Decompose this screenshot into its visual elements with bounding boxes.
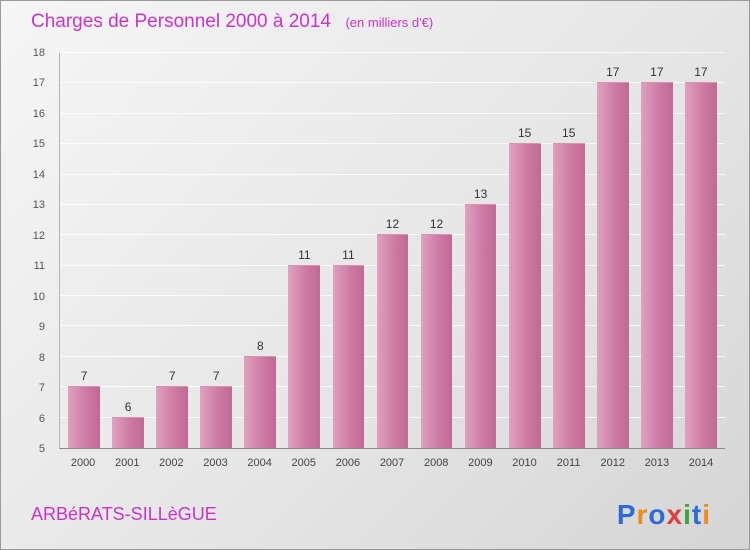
x-tick-label: 2014	[688, 457, 714, 469]
logo-letter: P	[616, 499, 637, 530]
bar-value-label: 12	[429, 217, 444, 232]
x-tick-label: 2007	[379, 457, 405, 469]
bar-series: 7 6 7 7 8 11 11 12 12 13 15 15 17 17 17	[60, 53, 725, 448]
x-tick-label: 2000	[70, 457, 96, 469]
bar-slot: 17	[635, 53, 679, 448]
bar-slot: 15	[503, 53, 547, 448]
bar-slot: 17	[679, 53, 723, 448]
bar	[68, 386, 100, 448]
bar	[376, 234, 409, 448]
logo-letter: x	[666, 499, 684, 530]
bar-slot: 13	[459, 53, 503, 448]
bar-value-label: 17	[650, 65, 664, 80]
bar	[420, 234, 453, 448]
y-tick-label: 12	[32, 229, 45, 242]
bar	[640, 82, 673, 448]
gridline	[60, 143, 725, 145]
bar-slot: 7	[150, 53, 194, 448]
bar-slot: 11	[326, 53, 370, 448]
bar-value-label: 7	[212, 369, 220, 384]
x-tick-label: 2010	[512, 457, 537, 469]
company-name: ARBéRATS-SILLèGUE	[31, 504, 217, 524]
bar-slot: 15	[547, 53, 591, 448]
gridline	[60, 52, 725, 53]
y-tick-label: 16	[32, 107, 45, 120]
gridline	[60, 112, 725, 114]
chart-header: Charges de Personnel 2000 à 2014 (en mil…	[31, 11, 433, 33]
bar	[156, 386, 189, 448]
logo-letter: o	[648, 499, 667, 530]
logo-letter: r	[636, 499, 649, 530]
bar	[464, 203, 497, 448]
y-tick-label: 7	[38, 382, 45, 395]
bar-value-label: 7	[168, 369, 176, 384]
x-tick-label: 2008	[423, 457, 449, 469]
logo-letter: t	[691, 499, 703, 530]
bar-slot: 7	[194, 53, 238, 448]
y-tick-label: 9	[38, 321, 45, 334]
chart-subtitle: (en milliers d'€)	[345, 15, 434, 30]
bar	[596, 82, 629, 448]
bar-value-label: 17	[694, 65, 708, 80]
x-tick-label: 2009	[468, 457, 493, 469]
gridline	[60, 203, 725, 205]
y-tick-label: 14	[32, 168, 45, 181]
logo-letter: i	[702, 499, 711, 530]
x-tick-label: 2005	[291, 457, 317, 469]
bar-slot: 6	[106, 53, 150, 448]
bar	[288, 264, 321, 448]
bar-value-label: 11	[342, 247, 355, 262]
logo-letter: i	[683, 499, 692, 530]
bar-slot: 8	[238, 53, 282, 448]
x-tick-label: 2001	[114, 457, 140, 469]
bar-value-label: 15	[517, 126, 532, 141]
bar	[552, 143, 585, 448]
bar-slot: 7	[62, 53, 106, 448]
y-tick-label: 10	[32, 290, 45, 303]
y-axis: 5 6 7 8 9 10 11 12 13 14 15 16 17 18	[1, 47, 55, 455]
bar-slot: 12	[415, 53, 459, 448]
bar	[332, 264, 365, 448]
y-tick-label: 8	[38, 351, 45, 364]
bar	[112, 416, 144, 448]
bar-value-label: 12	[385, 217, 400, 232]
y-tick-label: 17	[32, 77, 45, 90]
chart-title: Charges de Personnel 2000 à 2014	[31, 11, 332, 32]
y-tick-label: 5	[38, 443, 45, 455]
bar	[244, 355, 277, 448]
proxiti-logo: Proxiti	[617, 499, 711, 531]
bar-value-label: 8	[256, 338, 264, 353]
gridline	[60, 173, 725, 175]
bar-value-label: 13	[473, 186, 488, 201]
bar	[685, 82, 717, 448]
y-tick-label: 15	[32, 138, 45, 151]
gridline	[60, 82, 725, 84]
x-tick-label: 2012	[600, 457, 625, 469]
plot-area: 7 6 7 7 8 11 11 12 12 13 15 15 17 17 17	[59, 52, 725, 449]
bar-value-label: 6	[124, 399, 132, 414]
x-tick-label: 2006	[335, 457, 361, 469]
y-tick-label: 6	[38, 412, 45, 425]
x-tick-label: 2002	[159, 457, 184, 469]
bar-value-label: 7	[80, 369, 88, 384]
x-axis: 2000 2001 2002 2003 2004 2005 2006 2007 2008 2009…	[59, 457, 725, 469]
x-tick-label: 2003	[203, 457, 228, 469]
x-tick-label: 2013	[644, 457, 670, 469]
bar-slot: 12	[370, 53, 414, 448]
y-tick-label: 11	[33, 260, 45, 273]
bar-slot: 17	[591, 53, 635, 448]
bar-slot: 11	[282, 53, 326, 448]
bar	[508, 143, 541, 448]
y-tick-label: 13	[32, 199, 45, 212]
bar-value-label: 17	[606, 65, 620, 80]
x-tick-label: 2011	[556, 457, 581, 469]
bar-value-label: 11	[298, 247, 311, 262]
bar-value-label: 15	[562, 126, 576, 141]
x-tick-label: 2004	[247, 457, 272, 469]
y-tick-label: 18	[32, 47, 45, 59]
bar	[200, 386, 233, 448]
